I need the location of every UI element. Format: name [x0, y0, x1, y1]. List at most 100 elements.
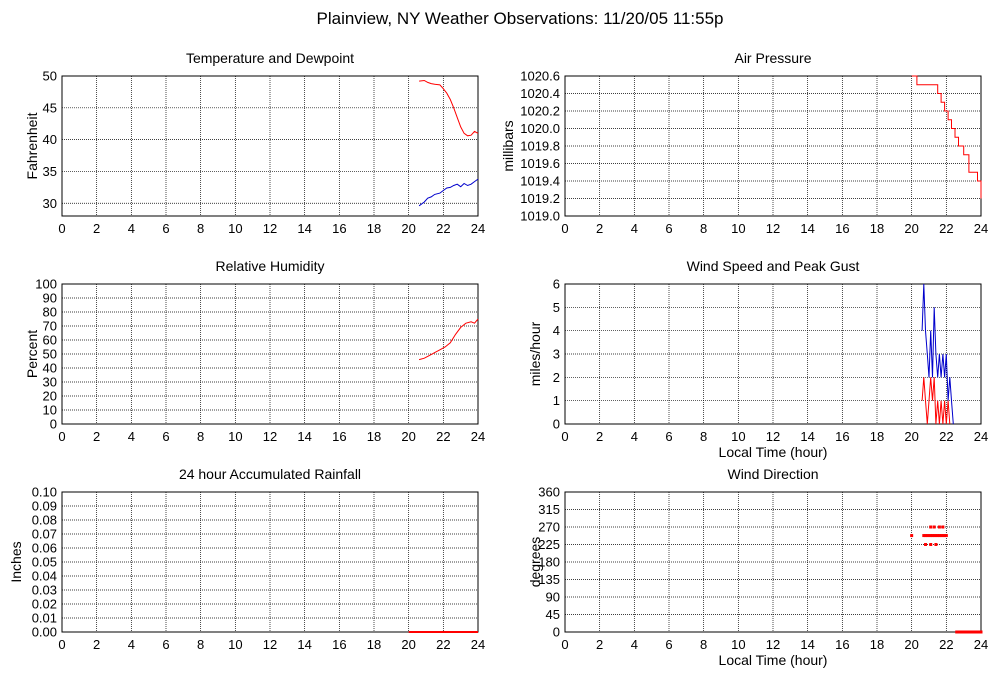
- x-tick-label: 4: [128, 221, 135, 236]
- data-point: [944, 534, 948, 538]
- x-tick-label: 2: [596, 637, 603, 652]
- x-tick-label: 24: [974, 637, 988, 652]
- x-tick-label: 16: [835, 637, 849, 652]
- y-tick-label: 0.06: [32, 541, 57, 556]
- y-tick-label: 1020.6: [520, 69, 560, 84]
- chart-title: Wind Speed and Peak Gust: [687, 258, 860, 274]
- x-tick-label: 8: [700, 221, 707, 236]
- x-tick-label: 4: [128, 637, 135, 652]
- x-tick-label: 6: [665, 637, 672, 652]
- y-tick-label: 270: [538, 520, 560, 535]
- y-tick-label: 0.02: [32, 597, 57, 612]
- x-tick-label: 24: [471, 429, 485, 444]
- chart-title: Wind Direction: [727, 466, 818, 482]
- x-tick-label: 2: [93, 429, 100, 444]
- x-tick-label: 2: [93, 637, 100, 652]
- y-tick-label: 1020.4: [520, 86, 560, 101]
- y-tick-label: 225: [538, 537, 560, 552]
- chart-title: Air Pressure: [734, 50, 811, 66]
- series-line-2: [921, 377, 951, 425]
- data-point: [967, 630, 971, 634]
- y-tick-label: 50: [43, 347, 57, 362]
- data-point: [929, 534, 933, 538]
- y-tick-label: 135: [538, 572, 560, 587]
- chart-title: Temperature and Dewpoint: [186, 50, 354, 66]
- x-tick-label: 12: [263, 429, 277, 444]
- data-point: [974, 630, 978, 634]
- y-tick-label: 0.05: [32, 555, 57, 570]
- chart-pressure: 0 2 4 6 8 10 12 14 16 18 20 22 241019.01019.21019.41…: [500, 50, 988, 236]
- y-tick-label: 1020.2: [520, 104, 560, 119]
- x-tick-label: 10: [731, 637, 745, 652]
- x-tick-label: 16: [835, 221, 849, 236]
- y-tick-label: 40: [43, 132, 57, 147]
- y-tick-label: 45: [43, 100, 57, 115]
- x-tick-label: 18: [367, 637, 381, 652]
- y-tick-label: 0.07: [32, 527, 57, 542]
- data-point: [958, 630, 962, 634]
- y-tick-label: 2: [553, 370, 560, 385]
- data-point: [941, 534, 945, 538]
- x-tick-label: 20: [401, 221, 415, 236]
- x-tick-label: 8: [700, 637, 707, 652]
- y-axis-label: millibars: [500, 120, 516, 171]
- y-axis-label: Fahrenheit: [24, 112, 40, 179]
- y-tick-label: 0.03: [32, 583, 57, 598]
- y-tick-label: 0: [553, 417, 560, 432]
- x-tick-label: 10: [731, 429, 745, 444]
- x-tick-label: 0: [561, 429, 568, 444]
- x-tick-label: 6: [665, 221, 672, 236]
- y-tick-label: 1019.6: [520, 156, 560, 171]
- x-tick-label: 8: [197, 221, 204, 236]
- x-tick-label: 14: [297, 637, 311, 652]
- x-tick-label: 12: [263, 637, 277, 652]
- data-point: [941, 525, 945, 529]
- y-tick-label: 60: [43, 333, 57, 348]
- y-tick-label: 100: [35, 277, 57, 292]
- x-tick-label: 12: [766, 221, 780, 236]
- y-tick-label: 35: [43, 164, 57, 179]
- series-line-2: [418, 178, 479, 207]
- y-tick-label: 3: [553, 347, 560, 362]
- y-axis-label: Percent: [24, 330, 40, 378]
- y-axis-label: degrees: [527, 537, 543, 588]
- plot-frame: [564, 283, 982, 425]
- x-tick-label: 12: [263, 221, 277, 236]
- x-tick-label: 12: [766, 637, 780, 652]
- x-tick-label: 20: [401, 637, 415, 652]
- y-axis-label: Inches: [8, 541, 24, 582]
- data-point: [936, 534, 940, 538]
- data-point: [972, 630, 976, 634]
- x-tick-label: 16: [332, 429, 346, 444]
- y-tick-label: 180: [538, 555, 560, 570]
- x-tick-label: 24: [974, 429, 988, 444]
- y-tick-label: 30: [43, 196, 57, 211]
- y-tick-label: 1020.0: [520, 121, 560, 136]
- x-tick-label: 22: [436, 637, 450, 652]
- x-tick-label: 8: [197, 429, 204, 444]
- data-point: [925, 534, 929, 538]
- x-tick-label: 2: [93, 221, 100, 236]
- chart-title: Relative Humidity: [216, 258, 325, 274]
- x-tick-label: 6: [162, 221, 169, 236]
- x-tick-label: 16: [332, 637, 346, 652]
- x-tick-label: 10: [228, 637, 242, 652]
- chart-rain: 0 2 4 6 8 10 12 14 16 18 20 22 240.000.010.020.030.0…: [8, 466, 485, 652]
- x-tick-label: 4: [631, 637, 638, 652]
- x-tick-label: 24: [974, 221, 988, 236]
- chart-direction: 0 2 4 6 8 10 12 14 16 18 20 22 240459013518022527031…: [527, 466, 988, 668]
- x-tick-label: 22: [939, 221, 953, 236]
- data-point: [934, 543, 938, 546]
- x-tick-label: 18: [367, 221, 381, 236]
- x-tick-label: 22: [939, 637, 953, 652]
- data-point: [929, 543, 933, 546]
- x-tick-label: 6: [162, 429, 169, 444]
- x-tick-label: 6: [162, 637, 169, 652]
- x-tick-label: 18: [367, 429, 381, 444]
- y-tick-label: 0.04: [32, 569, 57, 584]
- x-tick-label: 4: [631, 429, 638, 444]
- x-tick-label: 24: [471, 637, 485, 652]
- x-tick-label: 2: [596, 221, 603, 236]
- x-axis-label: Local Time (hour): [719, 444, 828, 460]
